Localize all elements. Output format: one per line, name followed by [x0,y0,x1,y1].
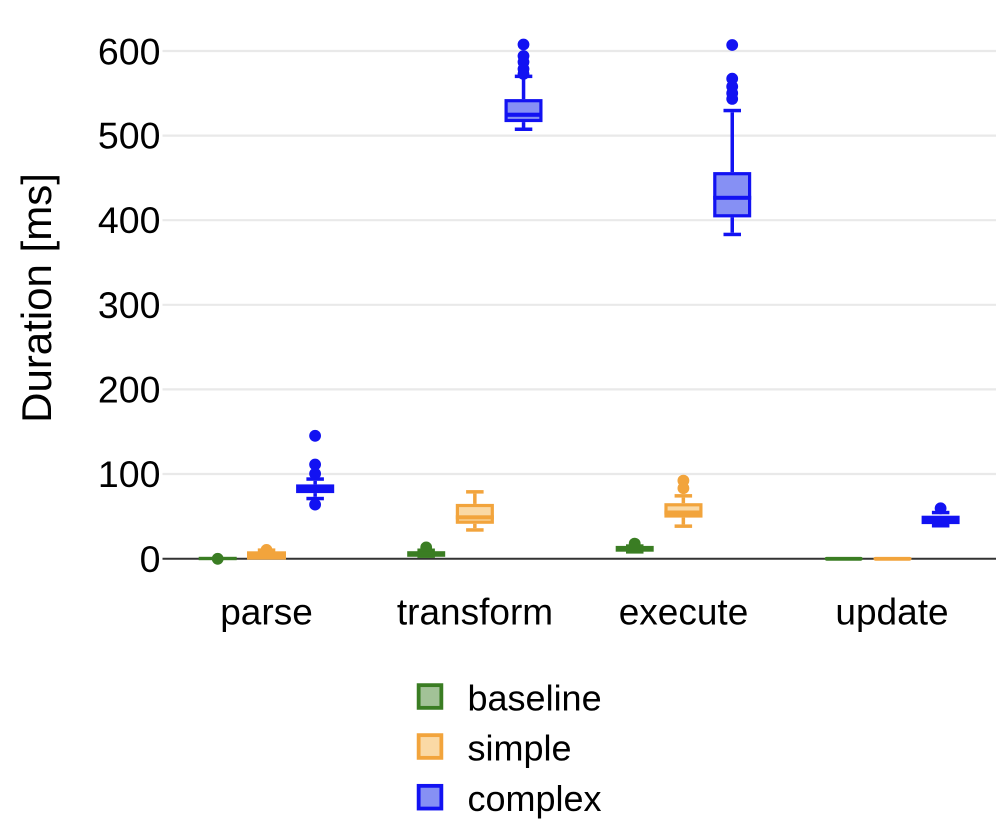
svg-text:400: 400 [98,199,161,241]
svg-text:complex: complex [468,778,602,819]
svg-text:baseline: baseline [468,678,602,719]
svg-text:200: 200 [98,368,161,410]
svg-text:execute: execute [619,592,749,633]
svg-text:transform: transform [397,592,553,633]
svg-text:simple: simple [468,728,572,769]
svg-text:parse: parse [220,592,313,633]
svg-text:500: 500 [98,115,161,157]
svg-text:100: 100 [98,453,161,495]
svg-text:Duration [ms]: Duration [ms] [13,173,60,423]
svg-text:update: update [835,592,948,633]
svg-text:600: 600 [98,31,161,73]
svg-text:300: 300 [98,284,161,326]
svg-text:0: 0 [140,538,161,580]
